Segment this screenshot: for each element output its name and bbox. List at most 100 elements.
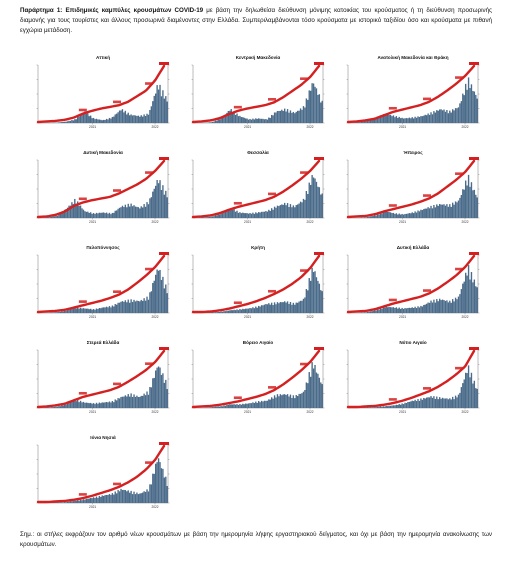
- line-annotation-marker: [455, 267, 464, 271]
- daily-bar: [133, 491, 135, 503]
- daily-bar: [82, 112, 85, 123]
- daily-bar: [226, 209, 228, 218]
- line-end-marker: [314, 157, 324, 160]
- daily-bar: [243, 117, 245, 123]
- daily-bar: [437, 110, 439, 123]
- daily-bar: [74, 198, 76, 218]
- daily-bar: [385, 405, 387, 408]
- daily-bar: [233, 209, 235, 218]
- daily-bar: [282, 302, 284, 313]
- daily-bar: [284, 202, 286, 218]
- daily-bar: [227, 404, 230, 408]
- line-annotation-marker: [423, 387, 432, 390]
- daily-bar: [273, 206, 276, 218]
- line-annotation-marker: [233, 301, 242, 305]
- daily-bar: [285, 302, 287, 313]
- daily-bar: [359, 122, 361, 123]
- epicurve-svg: Θεσσαλία 2021 2022: [191, 150, 325, 224]
- daily-bar: [384, 212, 386, 218]
- daily-bar: [95, 496, 98, 503]
- daily-bar: [87, 308, 89, 313]
- daily-bar: [88, 212, 90, 218]
- daily-bar: [410, 401, 412, 408]
- daily-bar: [284, 394, 286, 408]
- daily-bar: [366, 311, 369, 313]
- daily-bar: [426, 115, 428, 123]
- daily-bar: [427, 113, 429, 123]
- daily-bar: [402, 308, 405, 313]
- daily-bar: [237, 310, 240, 313]
- daily-bar: [165, 284, 167, 313]
- daily-bar: [311, 362, 313, 408]
- daily-bar: [79, 499, 82, 503]
- daily-bar: [375, 215, 377, 218]
- daily-bar: [475, 286, 477, 313]
- daily-bar: [142, 395, 144, 408]
- daily-bar: [143, 114, 145, 123]
- daily-bar: [301, 109, 303, 123]
- daily-bar: [216, 312, 218, 313]
- epicurve-svg: Κρήτη 2021 2022: [191, 245, 325, 319]
- daily-bar: [449, 110, 451, 123]
- daily-bar: [260, 118, 263, 123]
- daily-bar: [402, 214, 405, 218]
- daily-bar: [64, 121, 66, 123]
- daily-bar: [127, 112, 129, 123]
- daily-bar: [469, 186, 471, 218]
- line-annotation-marker: [455, 366, 464, 370]
- daily-bar: [72, 204, 75, 218]
- x-tick-label: 2021: [244, 220, 251, 224]
- daily-bar: [69, 309, 72, 313]
- chart-title: Ιόνια Νησιά: [90, 435, 116, 440]
- daily-bar: [289, 394, 292, 408]
- daily-bar: [152, 191, 154, 218]
- daily-bar: [239, 212, 241, 218]
- daily-bar: [123, 396, 125, 408]
- daily-bar: [408, 117, 411, 123]
- daily-bar: [395, 213, 398, 218]
- daily-bar: [308, 278, 310, 313]
- daily-bar: [428, 208, 431, 218]
- daily-bar: [470, 182, 473, 218]
- daily-bar: [258, 401, 260, 408]
- daily-bar: [255, 118, 257, 123]
- daily-bar: [469, 279, 471, 313]
- epicurve-svg: Νότιο Αιγαίο 2021 2022: [346, 340, 480, 414]
- daily-bar: [104, 402, 106, 408]
- daily-bar: [388, 306, 390, 313]
- x-tick-label: 2022: [151, 505, 158, 509]
- daily-bar: [90, 402, 92, 408]
- daily-bar: [285, 395, 287, 408]
- daily-bar: [307, 99, 309, 123]
- daily-bar: [134, 494, 137, 503]
- daily-bar: [165, 190, 167, 218]
- daily-bar: [465, 372, 467, 408]
- daily-bar: [423, 209, 425, 218]
- daily-bar: [118, 302, 121, 313]
- daily-bar: [221, 311, 224, 313]
- daily-bar: [111, 116, 114, 123]
- cumulative-line: [36, 159, 166, 219]
- daily-bar: [95, 212, 98, 218]
- daily-bar: [153, 280, 155, 313]
- daily-bar: [262, 401, 264, 408]
- daily-bar: [289, 302, 292, 313]
- chart-title: Αττική: [96, 55, 110, 60]
- daily-bar: [230, 109, 232, 123]
- daily-bar: [272, 398, 274, 408]
- daily-bar: [149, 484, 151, 503]
- daily-bar: [394, 117, 396, 123]
- daily-bar: [155, 93, 157, 123]
- daily-bar: [94, 213, 96, 218]
- daily-bar: [139, 301, 141, 313]
- line-annotation-marker: [300, 362, 309, 366]
- daily-bar: [256, 213, 258, 218]
- line-end-marker: [159, 252, 169, 255]
- daily-bar: [245, 118, 247, 123]
- daily-bar: [376, 406, 379, 408]
- daily-bar: [466, 373, 468, 408]
- daily-bar: [240, 213, 243, 218]
- daily-bar: [317, 186, 319, 218]
- daily-bar: [457, 107, 460, 123]
- daily-bar: [211, 407, 214, 408]
